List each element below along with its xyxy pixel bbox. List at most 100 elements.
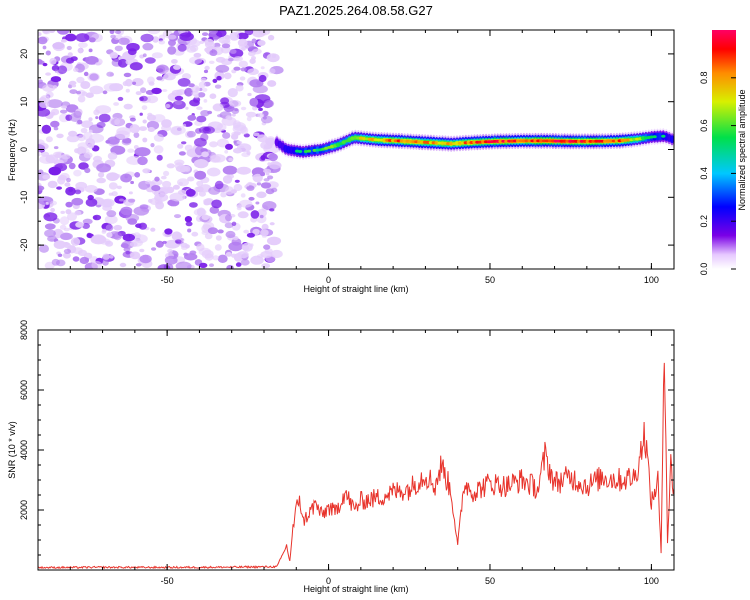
snr-plot-area bbox=[38, 330, 674, 570]
noise-blob bbox=[96, 177, 106, 184]
snr-ytick-label: 2000 bbox=[19, 500, 29, 520]
noise-blob bbox=[105, 240, 111, 245]
noise-blob bbox=[144, 57, 156, 64]
noise-blob bbox=[246, 151, 251, 155]
noise-blob bbox=[75, 33, 90, 43]
spectrogram-ytick-label: -10 bbox=[19, 191, 29, 204]
noise-blob bbox=[209, 93, 217, 99]
noise-blob bbox=[81, 120, 94, 128]
noise-blob bbox=[181, 141, 187, 145]
noise-blob bbox=[133, 206, 149, 216]
noise-blob bbox=[142, 137, 148, 143]
noise-blob bbox=[92, 214, 102, 221]
noise-blob bbox=[185, 221, 193, 227]
noise-blob bbox=[235, 262, 242, 267]
noise-blob bbox=[165, 103, 171, 109]
noise-blob bbox=[267, 162, 271, 166]
noise-blob bbox=[106, 210, 117, 218]
noise-blob bbox=[196, 115, 207, 123]
noise-blob bbox=[269, 161, 281, 170]
noise-blob bbox=[125, 88, 130, 93]
noise-blob bbox=[78, 42, 88, 48]
noise-blob bbox=[150, 227, 156, 232]
noise-blob bbox=[212, 103, 224, 112]
noise-blob bbox=[118, 37, 130, 45]
noise-blob bbox=[148, 81, 155, 86]
noise-blob bbox=[263, 178, 270, 182]
noise-blob bbox=[77, 119, 83, 125]
noise-blob bbox=[68, 84, 73, 89]
noise-blob bbox=[223, 72, 232, 80]
noise-blob bbox=[150, 143, 155, 148]
noise-blob bbox=[246, 116, 252, 122]
noise-blob bbox=[41, 124, 52, 134]
noise-blob bbox=[237, 38, 248, 47]
noise-blob bbox=[53, 126, 59, 131]
noise-blob bbox=[233, 56, 243, 62]
noise-blob bbox=[140, 33, 154, 43]
noise-blob bbox=[106, 172, 119, 182]
noise-blob bbox=[72, 247, 83, 255]
noise-blob bbox=[225, 230, 236, 239]
noise-blob bbox=[38, 108, 51, 117]
noise-blob bbox=[109, 254, 114, 259]
noise-blob bbox=[139, 95, 148, 102]
noise-blob bbox=[269, 222, 275, 226]
noise-blob bbox=[129, 251, 141, 260]
noise-blob bbox=[50, 200, 57, 206]
noise-blob bbox=[83, 71, 89, 77]
noise-blob bbox=[134, 147, 151, 157]
noise-blob bbox=[215, 235, 222, 241]
noise-blob bbox=[102, 253, 110, 260]
noise-blob bbox=[65, 33, 77, 42]
noise-blob bbox=[225, 143, 233, 150]
noise-blob bbox=[175, 261, 192, 269]
noise-blob bbox=[122, 137, 132, 144]
noise-blob bbox=[248, 51, 256, 57]
noise-blob bbox=[174, 239, 182, 244]
noise-blob bbox=[49, 57, 57, 65]
noise-blob bbox=[102, 90, 108, 95]
noise-blob bbox=[193, 159, 209, 169]
noise-blob bbox=[217, 254, 228, 263]
noise-blob bbox=[200, 77, 207, 82]
noise-blob bbox=[224, 150, 229, 154]
noise-blob bbox=[119, 262, 127, 268]
noise-blob bbox=[46, 99, 63, 109]
noise-blob bbox=[129, 124, 140, 134]
noise-blob bbox=[197, 92, 206, 98]
noise-blob bbox=[93, 155, 102, 163]
snr-ytick-label: 4000 bbox=[19, 440, 29, 460]
noise-blob bbox=[198, 81, 206, 89]
noise-blob bbox=[42, 174, 51, 180]
noise-blob bbox=[196, 180, 204, 187]
snr-xtick-label: 0 bbox=[326, 576, 331, 586]
noise-blob bbox=[183, 252, 189, 256]
noise-blob bbox=[117, 58, 128, 68]
noise-blob bbox=[261, 263, 271, 269]
noise-blob bbox=[243, 229, 250, 234]
noise-blob bbox=[138, 126, 148, 131]
noise-blob bbox=[127, 148, 135, 153]
noise-blob bbox=[247, 68, 259, 75]
noise-blob bbox=[98, 171, 105, 178]
noise-blob bbox=[162, 180, 172, 188]
noise-blob bbox=[48, 166, 62, 176]
noise-blob bbox=[236, 32, 249, 40]
noise-blob bbox=[82, 223, 90, 229]
spectrogram-xtick-label: -50 bbox=[161, 275, 174, 285]
noise-blob bbox=[142, 53, 147, 58]
noise-blob bbox=[214, 180, 224, 190]
noise-blob bbox=[68, 188, 73, 193]
ridge-cell bbox=[661, 134, 666, 138]
spectrogram-xlabel: Height of straight line (km) bbox=[303, 284, 408, 294]
noise-blob bbox=[66, 45, 72, 51]
noise-blob bbox=[38, 36, 48, 45]
noise-blob bbox=[221, 116, 237, 127]
noise-blob bbox=[113, 102, 119, 106]
noise-blob bbox=[103, 83, 119, 92]
noise-blob bbox=[89, 85, 104, 95]
noise-blob bbox=[115, 130, 130, 140]
noise-blob bbox=[107, 152, 118, 160]
ridge-cell bbox=[652, 135, 657, 139]
